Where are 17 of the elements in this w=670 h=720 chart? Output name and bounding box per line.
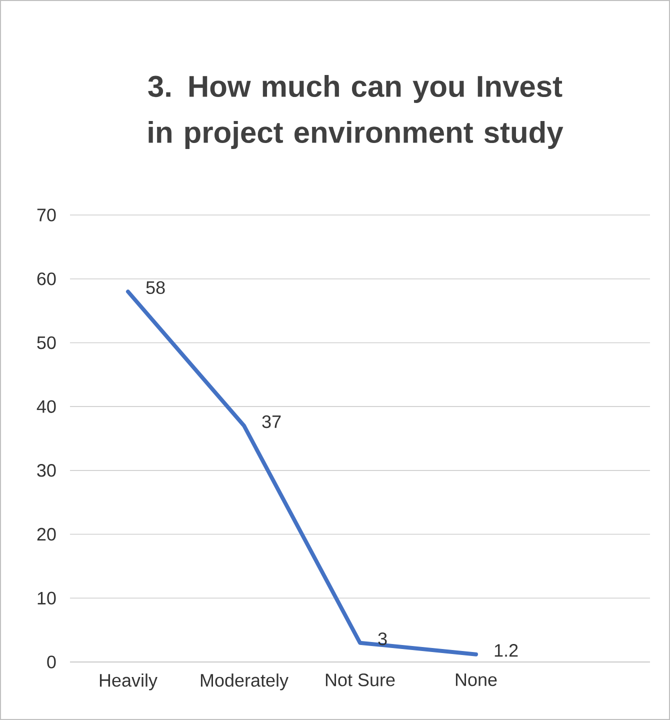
x-tick-label: Not Sure [326, 674, 395, 686]
y-tick-label: 40 [36, 400, 56, 413]
x-tick-label: None [456, 674, 497, 686]
y-tick-label: 70 [37, 208, 56, 222]
y-tick-label: 30 [37, 464, 56, 477]
data-label: 1.2 [494, 644, 518, 657]
x-tick-label: Heavily [100, 674, 158, 690]
y-tick-label: 60 [37, 272, 56, 286]
data-label: 3 [378, 632, 387, 646]
y-tick-label: 0 [47, 656, 56, 668]
x-tick-label: Moderately [200, 674, 288, 690]
data-label: 58 [146, 281, 165, 294]
chart-title: 3. How much can you Invest in project environment study [148, 75, 564, 149]
data-label: 37 [262, 415, 281, 428]
y-tick-label: 50 [37, 336, 56, 350]
y-tick-label: 10 [38, 592, 56, 605]
y-tick-label: 20 [37, 528, 56, 541]
